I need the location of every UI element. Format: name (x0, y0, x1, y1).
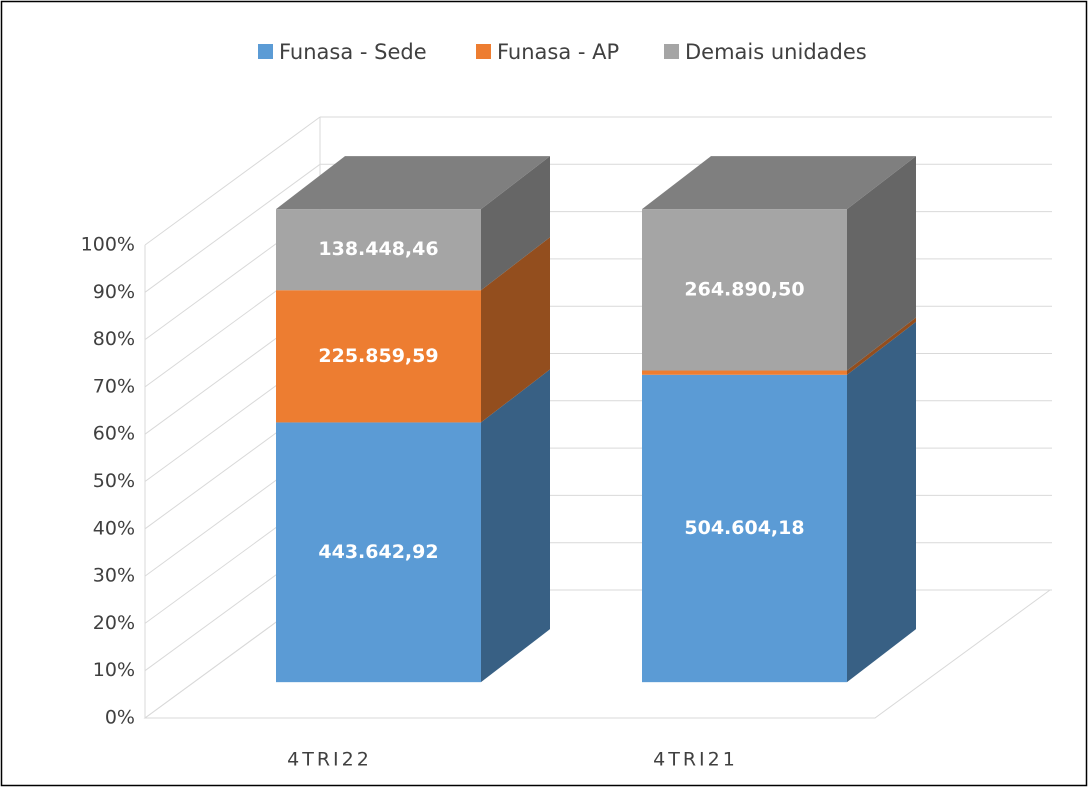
legend-swatch (664, 44, 679, 59)
legend-swatch (258, 44, 273, 59)
bar-side (481, 369, 550, 683)
legend-label: Demais unidades (685, 40, 867, 64)
y-tick-label: 40% (93, 517, 135, 539)
y-tick-label: 0% (105, 707, 135, 729)
data-label: 225.859,59 (318, 345, 438, 367)
bar (642, 209, 847, 371)
bar (276, 422, 481, 683)
y-tick-label: 80% (93, 328, 135, 350)
x-tick-label: 4TRI21 (653, 749, 738, 771)
legend-label: Funasa - Sede (279, 40, 427, 64)
y-tick-label: 60% (93, 423, 135, 445)
y-tick-label: 90% (93, 281, 135, 303)
bar-top (642, 156, 916, 210)
bar-side (847, 156, 916, 371)
bar (642, 370, 847, 375)
data-label: 504.604,18 (684, 517, 804, 539)
x-tick-label: 4TRI22 (287, 749, 372, 771)
bar (276, 209, 481, 291)
y-tick-label: 100% (81, 234, 135, 256)
legend-swatch (476, 44, 491, 59)
data-label: 264.890,50 (684, 278, 804, 300)
bar (276, 290, 481, 423)
bar-side (481, 237, 550, 423)
bar-side (847, 317, 916, 375)
y-tick-label: 20% (93, 612, 135, 634)
y-tick-label: 70% (93, 375, 135, 397)
data-label: 443.642,92 (318, 541, 438, 563)
y-tick-label: 10% (93, 659, 135, 681)
y-tick-label: 50% (93, 470, 135, 492)
bar-side (847, 321, 916, 683)
bar (642, 374, 847, 683)
grid-line (144, 163, 321, 293)
y-tick-label: 30% (93, 565, 135, 587)
bar-side (481, 156, 550, 291)
bar-top (276, 156, 550, 210)
legend-label: Funasa - AP (497, 40, 619, 64)
grid-line (144, 116, 321, 246)
data-label: 138.448,46 (318, 238, 438, 260)
